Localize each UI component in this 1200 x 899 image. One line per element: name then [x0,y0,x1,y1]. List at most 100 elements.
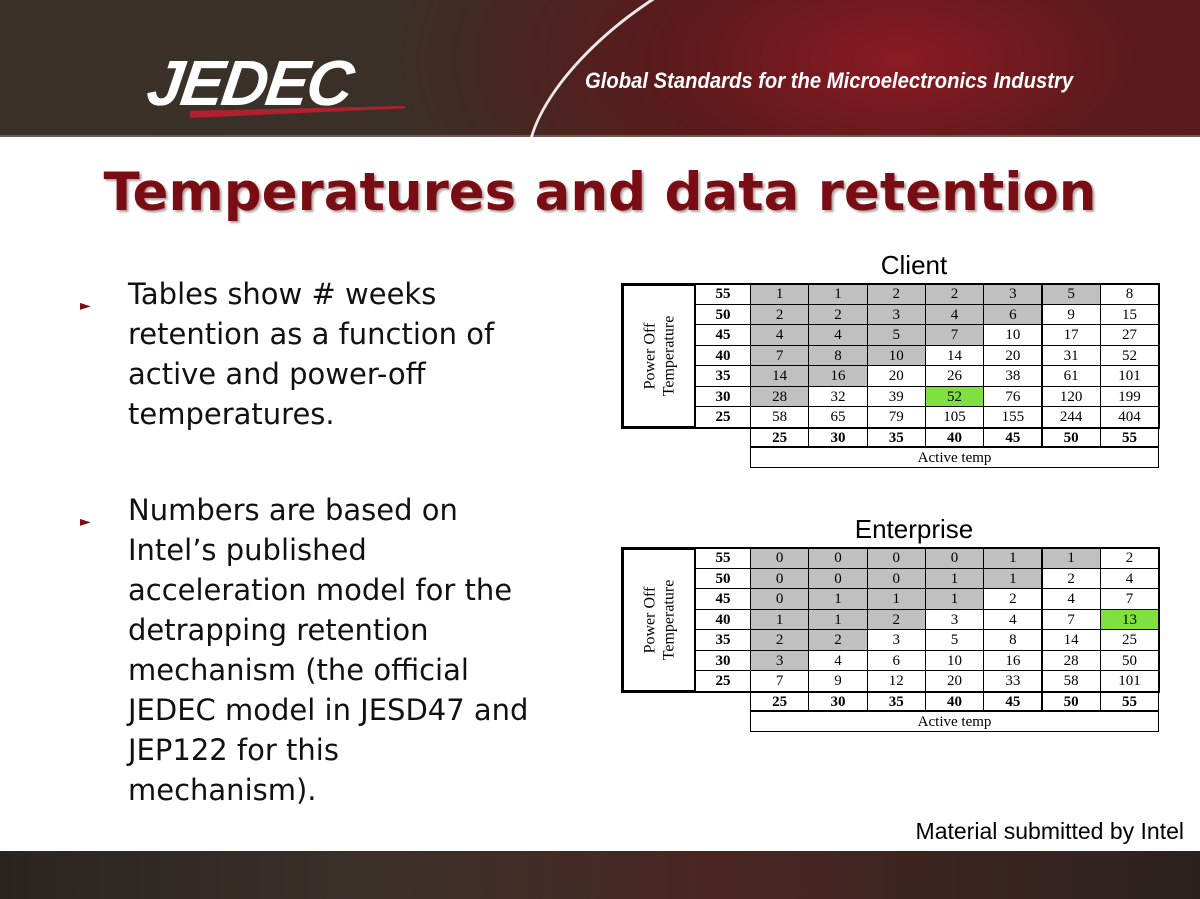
table-cell: 14 [750,365,810,387]
row-temp-header: 50 [695,303,751,325]
row-temp-header: 30 [695,649,751,671]
table-cell: 15 [1099,303,1160,325]
table-cell: 50 [1099,649,1160,671]
col-temp-header: 30 [808,690,868,711]
table-cell: 10 [983,324,1043,346]
table-cell: 199 [1099,385,1160,407]
table-cell: 4 [808,649,868,671]
table-cell: 65 [808,406,868,428]
header-banner: JEDEC Global Standards for the Microelec… [0,0,1200,254]
table-cell: 3 [924,608,985,630]
table-cell: 1 [924,588,985,610]
row-temp-header: 35 [695,629,751,651]
row-axis-label: Power Off Temperature [621,283,696,429]
row-temp-header: 45 [695,588,751,610]
table-cell: 0 [750,567,810,589]
table-cell: 2 [750,629,810,651]
table-cell: 39 [866,385,926,407]
table-cell: 76 [983,385,1043,407]
col-temp-header: 25 [750,690,810,711]
table-cell: 1 [750,608,810,630]
col-temp-header: 40 [924,426,985,447]
row-temp-header: 30 [695,385,751,407]
table-cell: 0 [866,547,926,569]
table-cell: 3 [983,283,1043,305]
table-cell: 10 [866,344,926,366]
table-cell: 244 [1041,406,1101,428]
table-cell: 4 [1041,588,1101,610]
table-cell: 27 [1099,324,1160,346]
table-cell: 17 [1041,324,1101,346]
table-cell: 105 [924,406,985,428]
col-temp-header: 50 [1041,426,1101,447]
table-cell: 8 [808,344,868,366]
table-cell: 404 [1099,406,1160,428]
table-cell: 1 [808,588,868,610]
footer-note: Material submitted by Intel [915,818,1184,844]
table-cell: 3 [866,629,926,651]
table-cell: 4 [750,324,810,346]
table-cell: 101 [1099,365,1160,387]
table-cell: 6 [983,303,1043,325]
table-cell: 4 [1099,567,1160,589]
table-cell: 6 [866,649,926,671]
row-axis-label-text: Power Off Temperature [641,579,678,661]
table-cell: 14 [924,344,985,366]
table-cell: 2 [808,303,868,325]
table-cell: 13 [1099,608,1160,630]
row-temp-header: 45 [695,324,751,346]
col-axis-label: Active temp [750,447,1160,468]
table-cell: 3 [866,303,926,325]
table-cell: 25 [1099,629,1160,651]
table-cell: 20 [983,344,1043,366]
table-cell: 20 [866,365,926,387]
row-temp-header: 40 [695,344,751,366]
table-cell: 31 [1041,344,1101,366]
col-temp-header: 35 [866,690,926,711]
table-cell: 155 [983,406,1043,428]
slide-title: Temperatures and data retention [103,162,1097,223]
table-cell: 5 [866,324,926,346]
table-cell: 58 [750,406,810,428]
table-cell: 1 [983,567,1043,589]
table-cell: 5 [924,629,985,651]
table-cell: 79 [866,406,926,428]
table-cell: 120 [1041,385,1101,407]
table-cell: 0 [750,547,810,569]
table-cell: 101 [1099,670,1160,692]
table-cell: 7 [750,670,810,692]
table-cell: 4 [924,303,985,325]
col-temp-header: 45 [983,426,1043,447]
triangle-bullet-icon: ► [80,298,91,314]
table-cell: 0 [750,588,810,610]
table-cell: 14 [1041,629,1101,651]
table-cell: 2 [983,588,1043,610]
row-temp-header: 55 [695,283,751,305]
table-cell: 16 [983,649,1043,671]
table-cell: 5 [1041,283,1101,305]
table-cell: 28 [1041,649,1101,671]
table-cell: 20 [924,670,985,692]
table-cell: 0 [866,567,926,589]
bullet-text: Numbers are based on Intel’s published a… [128,493,529,807]
table-cell: 32 [808,385,868,407]
table-cell: 0 [924,547,985,569]
row-temp-header: 40 [695,608,751,630]
col-temp-header: 55 [1099,426,1160,447]
col-temp-header: 40 [924,690,985,711]
table-cell: 4 [983,608,1043,630]
col-temp-header: 30 [808,426,868,447]
row-temp-header: 35 [695,365,751,387]
row-axis-label: Power Off Temperature [621,547,696,693]
table-cell: 52 [924,385,985,407]
col-temp-header: 45 [983,690,1043,711]
col-temp-header: 55 [1099,690,1160,711]
table-cell: 7 [1099,588,1160,610]
table-cell: 9 [1041,303,1101,325]
table-cell: 2 [866,283,926,305]
row-temp-header: 25 [695,670,751,692]
footer-banner [0,851,1200,899]
table-title: Client [880,250,948,280]
table-cell: 1 [808,608,868,630]
table-cell: 10 [924,649,985,671]
